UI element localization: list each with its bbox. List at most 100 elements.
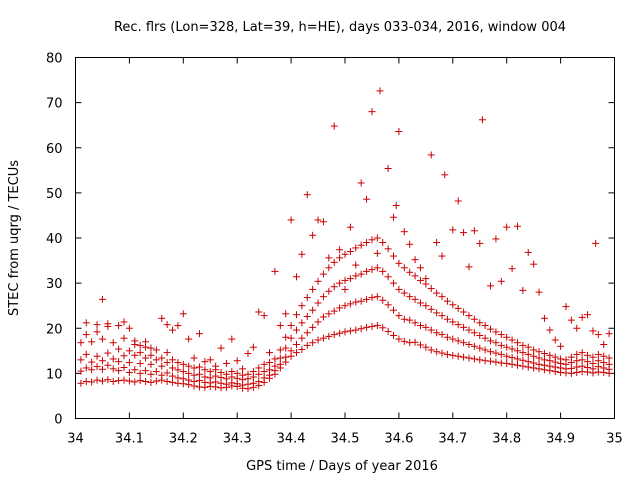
data-point xyxy=(379,296,387,304)
data-point xyxy=(578,349,586,357)
y-tick-label: 80 xyxy=(46,52,63,67)
data-point xyxy=(384,245,392,253)
data-point xyxy=(379,267,387,275)
data-point xyxy=(266,366,274,374)
data-point xyxy=(346,327,354,335)
data-point xyxy=(433,289,441,297)
data-point xyxy=(395,128,403,136)
data-point xyxy=(195,363,203,371)
data-point xyxy=(357,179,365,187)
data-point xyxy=(487,337,495,345)
data-point xyxy=(530,346,538,354)
data-point xyxy=(363,323,371,331)
data-point xyxy=(147,360,155,368)
data-point xyxy=(292,311,300,319)
data-point xyxy=(104,361,112,369)
data-point xyxy=(476,331,484,339)
data-point xyxy=(125,347,133,355)
data-point xyxy=(470,355,478,363)
data-point xyxy=(470,227,478,235)
data-point xyxy=(330,122,338,130)
data-point xyxy=(298,345,306,353)
data-point xyxy=(169,378,177,386)
data-point xyxy=(438,312,446,320)
data-point xyxy=(540,350,548,358)
data-point xyxy=(592,239,600,247)
data-point xyxy=(120,318,128,326)
data-point xyxy=(443,315,451,323)
data-point xyxy=(438,349,446,357)
x-tick-label: 34.8 xyxy=(492,432,521,447)
data-point xyxy=(390,331,398,339)
data-point xyxy=(535,360,543,368)
data-point xyxy=(513,347,521,355)
data-point xyxy=(352,272,360,280)
data-point xyxy=(546,326,554,334)
data-point xyxy=(255,308,263,316)
data-point xyxy=(384,301,392,309)
data-points xyxy=(77,87,613,393)
data-point xyxy=(465,326,473,334)
data-point xyxy=(368,294,376,302)
data-point xyxy=(492,328,500,336)
data-point xyxy=(142,338,150,346)
data-point xyxy=(584,358,592,366)
data-point xyxy=(481,334,489,342)
data-point xyxy=(357,325,365,333)
data-point xyxy=(392,202,400,210)
data-point xyxy=(142,354,150,362)
data-point xyxy=(330,258,338,266)
data-point xyxy=(217,379,225,387)
data-point xyxy=(573,324,581,332)
data-point xyxy=(578,362,586,370)
data-point xyxy=(88,378,96,386)
data-point xyxy=(136,349,144,357)
data-point xyxy=(443,297,451,305)
data-point xyxy=(589,327,597,335)
data-point xyxy=(158,354,166,362)
data-point xyxy=(336,304,344,312)
data-point xyxy=(201,358,209,366)
data-point xyxy=(519,286,527,294)
data-point xyxy=(131,366,139,374)
data-point xyxy=(336,329,344,337)
data-point xyxy=(600,359,608,367)
data-point xyxy=(260,360,268,368)
data-point xyxy=(438,331,446,339)
data-point xyxy=(470,329,478,337)
data-point xyxy=(368,322,376,330)
data-point xyxy=(416,341,424,349)
data-point xyxy=(93,363,101,371)
data-point xyxy=(319,293,327,301)
data-point xyxy=(109,355,117,363)
data-point xyxy=(352,326,360,334)
data-point xyxy=(325,310,333,318)
data-point xyxy=(158,371,166,379)
data-point xyxy=(589,353,597,361)
data-point xyxy=(513,361,521,369)
data-point xyxy=(411,256,419,264)
data-point xyxy=(309,285,317,293)
data-point xyxy=(422,275,430,283)
data-point xyxy=(384,165,392,173)
data-point xyxy=(276,354,284,362)
data-point xyxy=(573,363,581,371)
data-point xyxy=(416,276,424,284)
data-point xyxy=(341,285,349,293)
data-point xyxy=(152,346,160,354)
data-point xyxy=(98,295,106,303)
chart-title: Rec. flrs (Lon=328, Lat=39, h=HE), days … xyxy=(114,20,566,35)
data-point xyxy=(88,366,96,374)
data-point xyxy=(535,288,543,296)
data-point xyxy=(282,333,290,341)
data-point xyxy=(341,250,349,258)
data-point xyxy=(460,353,468,361)
data-point xyxy=(567,316,575,324)
data-point xyxy=(513,339,521,347)
x-tick-label: 35 xyxy=(606,432,623,447)
data-point xyxy=(120,364,128,372)
data-point xyxy=(449,335,457,343)
data-point xyxy=(465,354,473,362)
data-point xyxy=(376,87,384,95)
